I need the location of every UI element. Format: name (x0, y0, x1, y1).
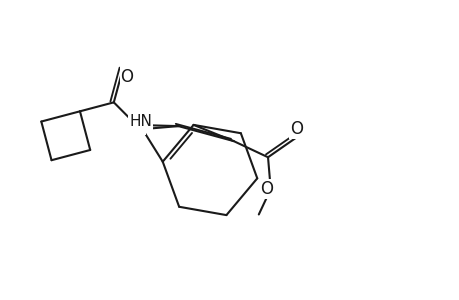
Text: HN: HN (129, 114, 152, 129)
Text: O: O (120, 68, 133, 85)
Text: O: O (260, 180, 273, 198)
Text: S: S (134, 116, 145, 134)
Text: O: O (290, 120, 302, 138)
